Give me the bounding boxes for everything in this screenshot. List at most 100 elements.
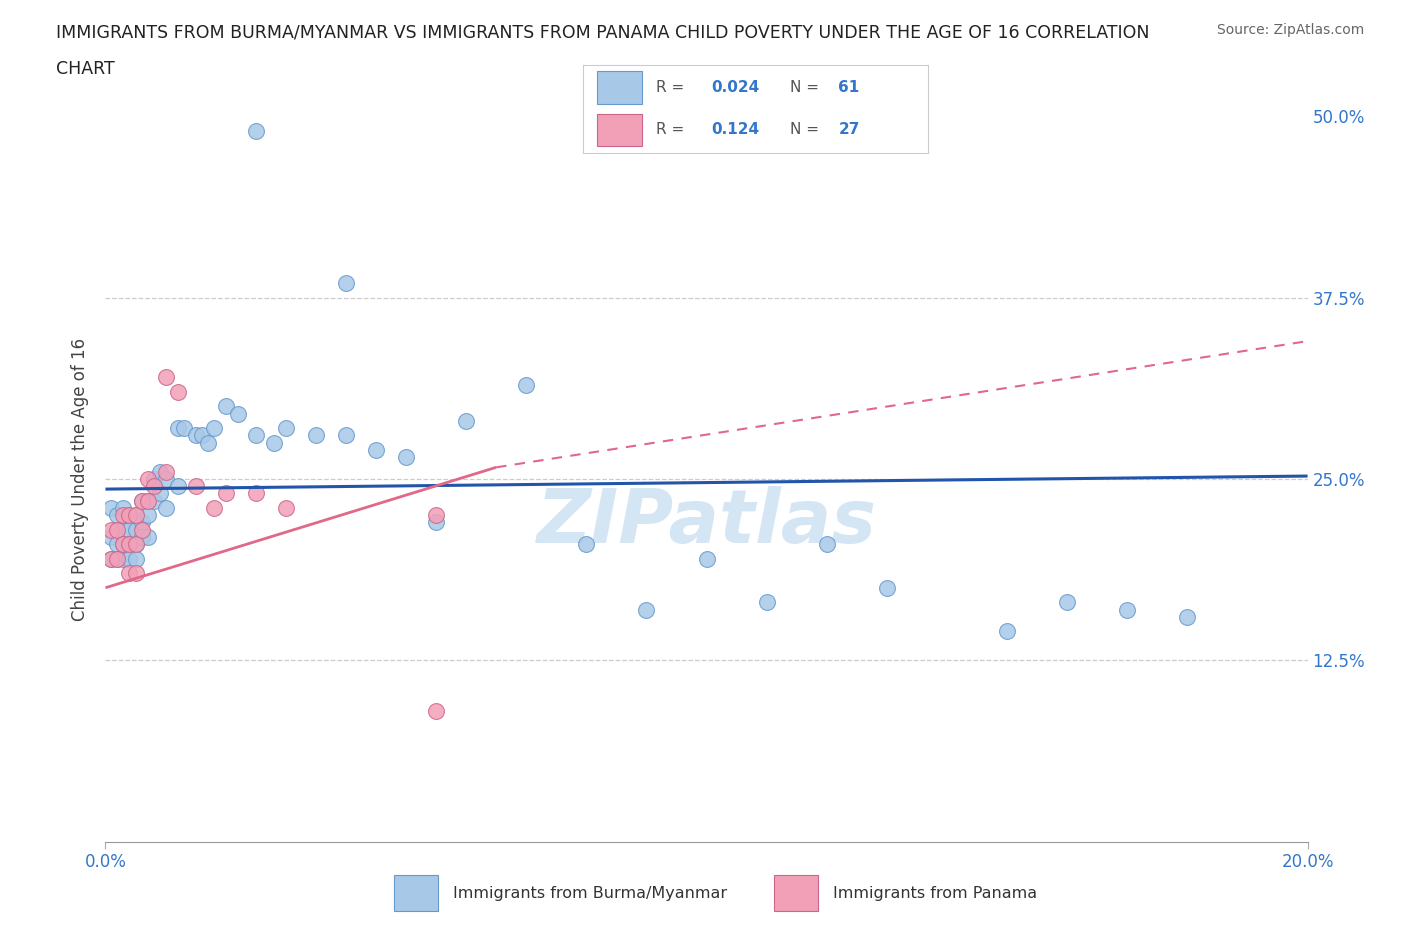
Point [112, 508, 135, 523]
Point [112, 537, 135, 551]
Point [166, 384, 188, 399]
Text: IMMIGRANTS FROM BURMA/MYANMAR VS IMMIGRANTS FROM PANAMA CHILD POVERTY UNDER THE : IMMIGRANTS FROM BURMA/MYANMAR VS IMMIGRA… [56, 23, 1150, 41]
Point [118, 508, 141, 523]
Point [107, 537, 129, 551]
Point [142, 493, 165, 508]
Text: Immigrants from Panama: Immigrants from Panama [832, 885, 1038, 901]
Point [107, 551, 129, 566]
Point [395, 450, 418, 465]
Point [575, 537, 598, 551]
Point [876, 580, 898, 595]
Text: R =: R = [655, 80, 689, 95]
Point [335, 428, 357, 443]
Point [815, 537, 838, 551]
Bar [598, 72, 643, 104]
Point [112, 500, 135, 515]
Text: 0.024: 0.024 [711, 80, 759, 95]
Point [118, 551, 141, 566]
Point [184, 479, 207, 494]
Point [107, 508, 129, 523]
Point [124, 508, 146, 523]
Point [515, 378, 537, 392]
Point [100, 551, 122, 566]
Point [136, 472, 159, 486]
Point [142, 479, 165, 494]
Point [100, 523, 122, 538]
Point [124, 537, 146, 551]
Text: 61: 61 [838, 80, 859, 95]
Point [112, 537, 135, 551]
Point [995, 624, 1018, 639]
Point [190, 428, 212, 443]
Text: ZIPatlas: ZIPatlas [537, 486, 876, 559]
Point [136, 508, 159, 523]
Point [136, 529, 159, 544]
Point [226, 406, 249, 421]
Text: 0.124: 0.124 [711, 122, 759, 137]
Point [173, 420, 195, 435]
Text: N =: N = [790, 122, 824, 137]
Text: CHART: CHART [56, 60, 115, 78]
Point [1056, 595, 1078, 610]
Point [155, 472, 177, 486]
Point [636, 602, 658, 617]
Point [263, 435, 285, 450]
Point [124, 551, 146, 566]
Point [245, 486, 267, 501]
Point [148, 464, 170, 479]
Point [131, 493, 153, 508]
Text: Source: ZipAtlas.com: Source: ZipAtlas.com [1216, 23, 1364, 37]
Point [166, 479, 188, 494]
Bar [598, 113, 643, 146]
Text: Immigrants from Burma/Myanmar: Immigrants from Burma/Myanmar [453, 885, 727, 901]
Point [364, 443, 387, 458]
Point [136, 493, 159, 508]
Y-axis label: Child Poverty Under the Age of 16: Child Poverty Under the Age of 16 [72, 338, 90, 620]
Point [155, 464, 177, 479]
Text: N =: N = [790, 80, 824, 95]
Point [112, 523, 135, 538]
Point [118, 537, 141, 551]
Point [245, 124, 267, 139]
Point [425, 515, 447, 530]
Point [214, 399, 236, 414]
Point [131, 523, 153, 538]
Point [454, 414, 477, 429]
Point [155, 370, 177, 385]
Point [124, 508, 146, 523]
Bar [775, 875, 818, 911]
Point [305, 428, 328, 443]
Point [131, 515, 153, 530]
Point [100, 551, 122, 566]
Point [184, 428, 207, 443]
Point [274, 500, 297, 515]
Bar [394, 875, 439, 911]
Point [107, 551, 129, 566]
Point [107, 523, 129, 538]
Point [274, 420, 297, 435]
Point [245, 428, 267, 443]
Point [124, 565, 146, 580]
Point [214, 486, 236, 501]
Point [148, 486, 170, 501]
Point [118, 523, 141, 538]
Point [425, 508, 447, 523]
Point [755, 595, 778, 610]
Point [202, 420, 225, 435]
Point [131, 529, 153, 544]
Point [118, 508, 141, 523]
Text: R =: R = [655, 122, 689, 137]
Text: 27: 27 [838, 122, 860, 137]
Point [124, 523, 146, 538]
Point [136, 493, 159, 508]
Point [425, 704, 447, 719]
Point [696, 551, 718, 566]
Point [118, 565, 141, 580]
Point [100, 529, 122, 544]
Point [1175, 609, 1198, 624]
Point [1116, 602, 1139, 617]
Point [142, 472, 165, 486]
Point [155, 500, 177, 515]
Point [112, 551, 135, 566]
Point [202, 500, 225, 515]
